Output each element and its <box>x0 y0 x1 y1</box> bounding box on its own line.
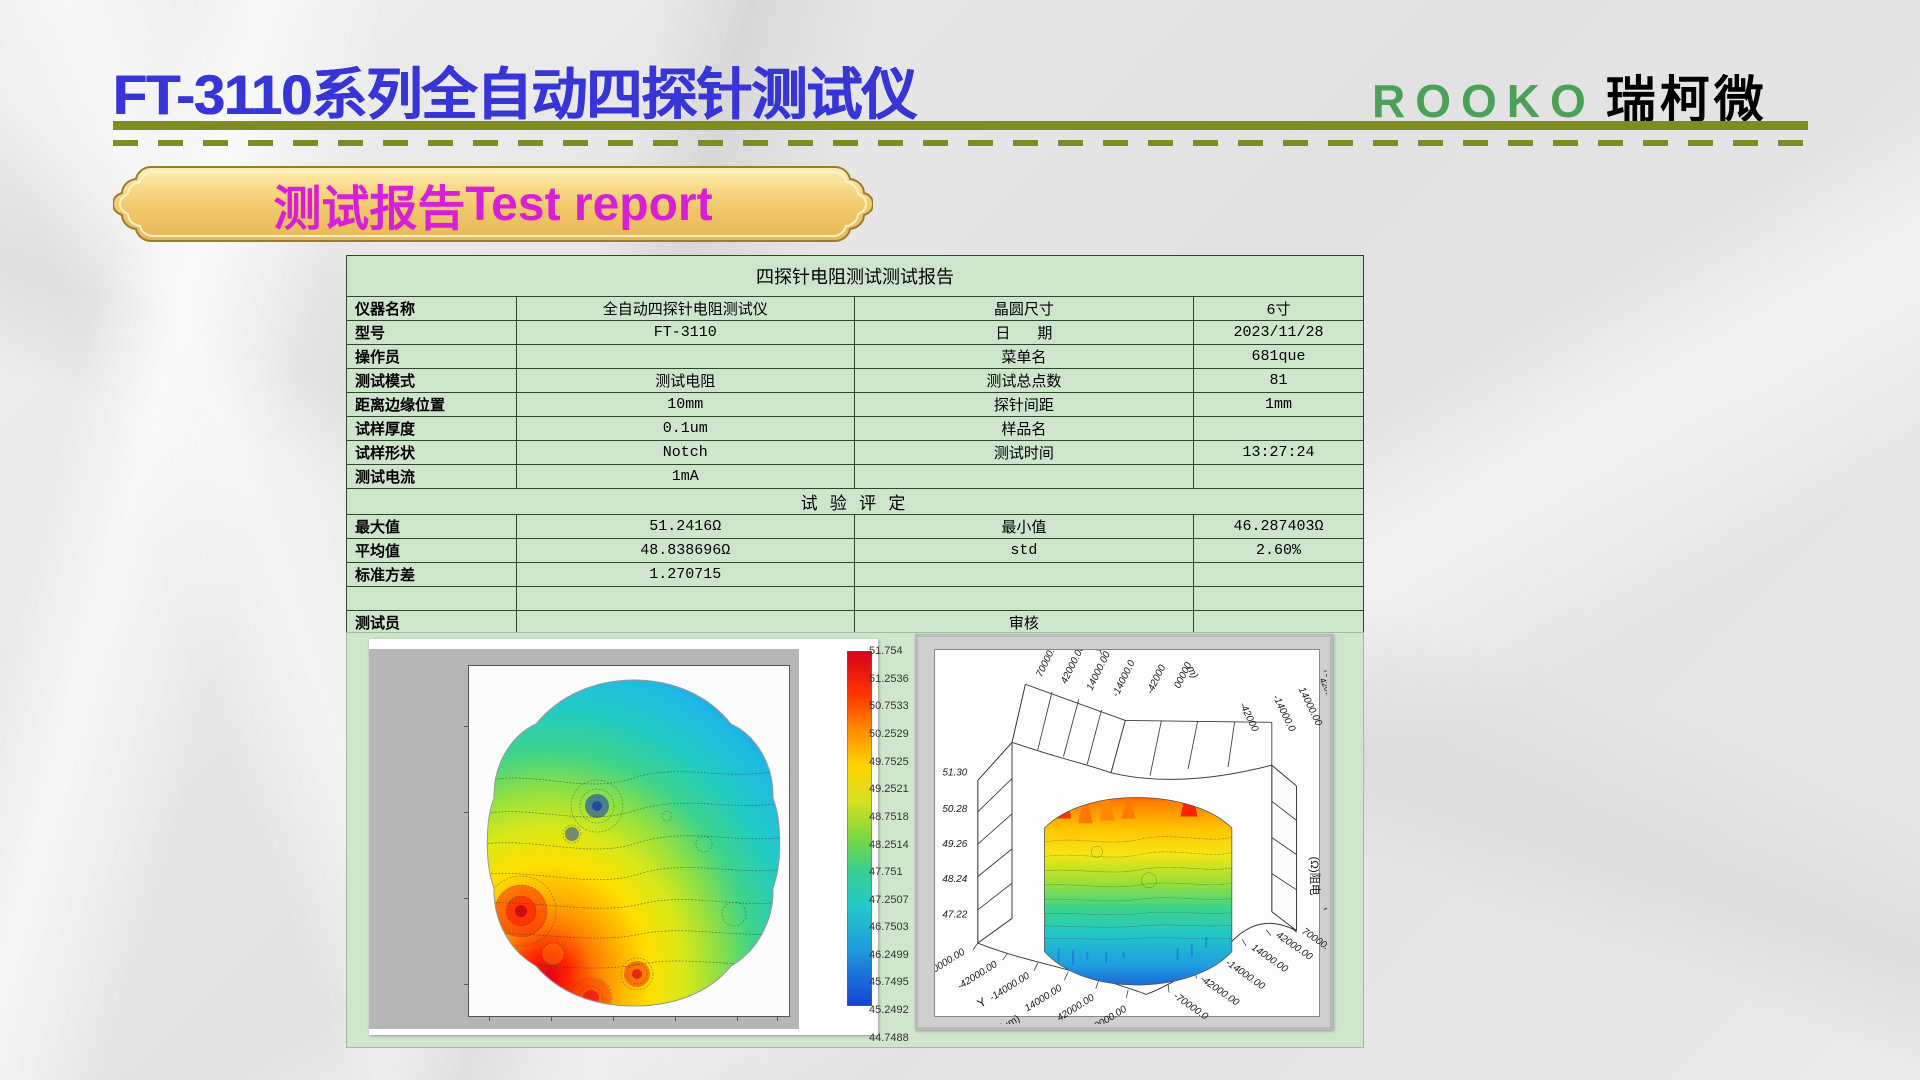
svg-text:-14000.0: -14000.0 <box>1270 693 1297 734</box>
svg-text:-42000: -42000 <box>1145 663 1169 696</box>
svg-text:51.30: 51.30 <box>942 768 967 779</box>
svg-text:-14000.0: -14000.0 <box>1110 658 1137 699</box>
svg-text:Y: Y <box>975 995 989 1011</box>
svg-text:-70000.00: -70000.00 <box>935 947 967 980</box>
svg-text:-42000.00: -42000.00 <box>1198 974 1242 1009</box>
svg-text:-42000.00: -42000.00 <box>955 959 999 992</box>
svg-text:70000.00: 70000.00 <box>1088 1004 1130 1024</box>
svg-text:-14000.00: -14000.00 <box>988 970 1032 1003</box>
svg-text:49.26: 49.26 <box>942 839 967 850</box>
svg-text:50.28: 50.28 <box>942 804 967 815</box>
svg-text:70000.00: 70000.00 <box>1034 650 1062 679</box>
svg-text:47.22: 47.22 <box>942 909 967 920</box>
svg-text:48.24: 48.24 <box>942 874 967 885</box>
svg-text:(um): (um) <box>998 1013 1022 1024</box>
svg-text:-70000.0: -70000.0 <box>1171 991 1210 1023</box>
svg-text:-42000: -42000 <box>1237 701 1261 734</box>
svg-text:(Ω)阻电: (Ω)阻电 <box>1308 857 1321 896</box>
svg-text:42000.00: 42000.00 <box>1059 650 1087 686</box>
svg-text:42000.00: 42000.00 <box>1318 676 1327 713</box>
svg-text:14000.00: 14000.00 <box>1296 686 1324 729</box>
svg-text:14000.00: 14000.00 <box>1249 942 1290 975</box>
svg-text:14000.00: 14000.00 <box>1023 983 1065 1015</box>
svg-text:14000.00: 14000.00 <box>1085 650 1113 692</box>
svg-text:X (um): X (um) <box>1321 901 1327 931</box>
svg-text:42000.00: 42000.00 <box>1055 992 1097 1024</box>
svg-text:-14000.00: -14000.00 <box>1223 957 1267 992</box>
